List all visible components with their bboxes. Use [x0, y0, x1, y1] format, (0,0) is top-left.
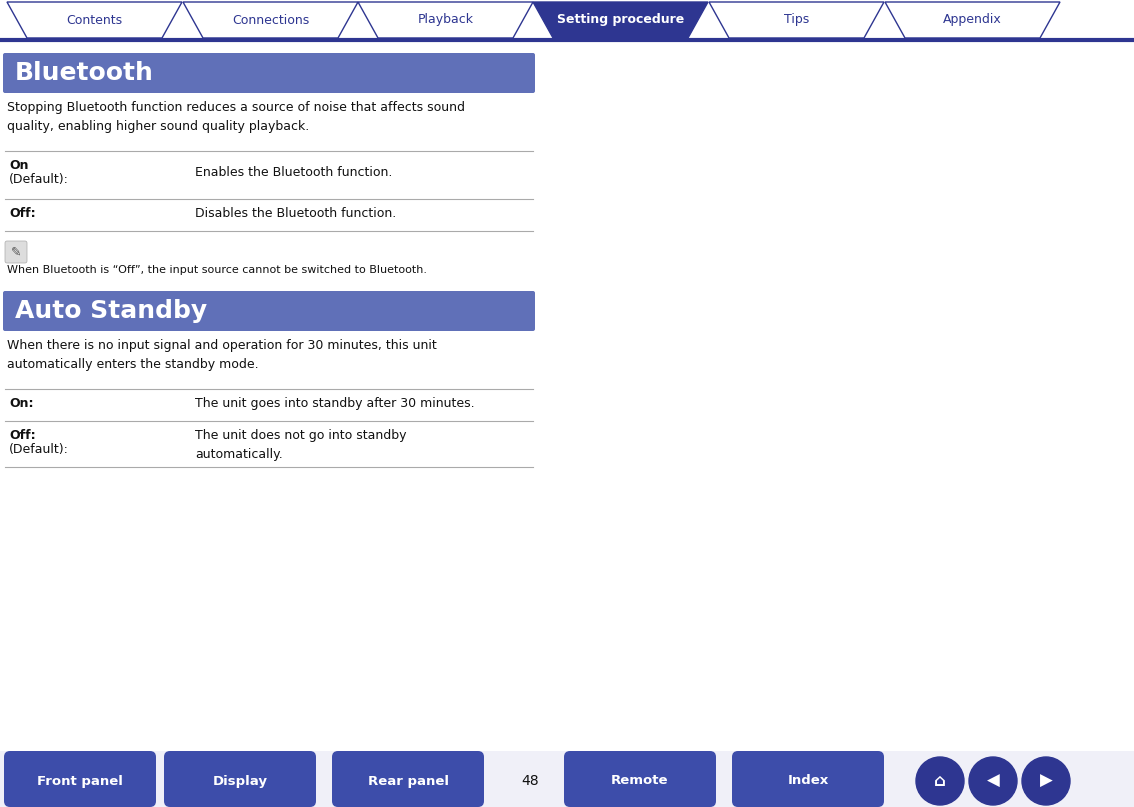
Text: ◀: ◀ [987, 772, 999, 790]
FancyBboxPatch shape [5, 241, 27, 263]
Text: Remote: Remote [611, 775, 669, 788]
Text: The unit does not go into standby
automatically.: The unit does not go into standby automa… [195, 429, 406, 461]
Text: Off:: Off: [9, 207, 35, 220]
Text: Auto Standby: Auto Standby [15, 299, 208, 323]
Text: When Bluetooth is “Off”, the input source cannot be switched to Bluetooth.: When Bluetooth is “Off”, the input sourc… [7, 265, 428, 275]
Polygon shape [358, 2, 533, 38]
Text: ▶: ▶ [1040, 772, 1052, 790]
FancyBboxPatch shape [5, 751, 156, 807]
Text: ✎: ✎ [10, 245, 22, 258]
Polygon shape [709, 2, 885, 38]
Text: Tips: Tips [784, 14, 810, 27]
Text: Stopping Bluetooth function reduces a source of noise that affects sound
quality: Stopping Bluetooth function reduces a so… [7, 101, 465, 133]
Text: 48: 48 [522, 774, 539, 788]
FancyBboxPatch shape [164, 751, 316, 807]
Text: Index: Index [787, 775, 829, 788]
Polygon shape [183, 2, 358, 38]
FancyBboxPatch shape [332, 751, 484, 807]
Text: Rear panel: Rear panel [367, 775, 449, 788]
Text: Appendix: Appendix [943, 14, 1001, 27]
Text: Disables the Bluetooth function.: Disables the Bluetooth function. [195, 207, 396, 220]
Polygon shape [533, 2, 708, 38]
Text: Setting procedure: Setting procedure [557, 14, 684, 27]
Text: Playback: Playback [417, 14, 474, 27]
FancyBboxPatch shape [3, 53, 535, 93]
Text: Enables the Bluetooth function.: Enables the Bluetooth function. [195, 166, 392, 179]
FancyBboxPatch shape [564, 751, 716, 807]
Circle shape [968, 757, 1017, 805]
Text: When there is no input signal and operation for 30 minutes, this unit
automatica: When there is no input signal and operat… [7, 339, 437, 371]
Text: On: On [9, 159, 28, 172]
Text: Connections: Connections [231, 14, 310, 27]
FancyBboxPatch shape [3, 291, 535, 331]
Text: Off:: Off: [9, 429, 35, 442]
Text: ⌂: ⌂ [934, 772, 946, 790]
Circle shape [916, 757, 964, 805]
Text: (Default):: (Default): [9, 443, 69, 456]
Text: The unit goes into standby after 30 minutes.: The unit goes into standby after 30 minu… [195, 397, 475, 410]
Polygon shape [885, 2, 1060, 38]
Bar [0, 751, 1134, 807]
Text: Front panel: Front panel [37, 775, 122, 788]
FancyBboxPatch shape [733, 751, 885, 807]
Text: (Default):: (Default): [9, 173, 69, 186]
Circle shape [1022, 757, 1070, 805]
Text: Display: Display [212, 775, 268, 788]
Text: Contents: Contents [67, 14, 122, 27]
Text: Bluetooth: Bluetooth [15, 61, 154, 85]
Polygon shape [7, 2, 181, 38]
Text: On:: On: [9, 397, 34, 410]
